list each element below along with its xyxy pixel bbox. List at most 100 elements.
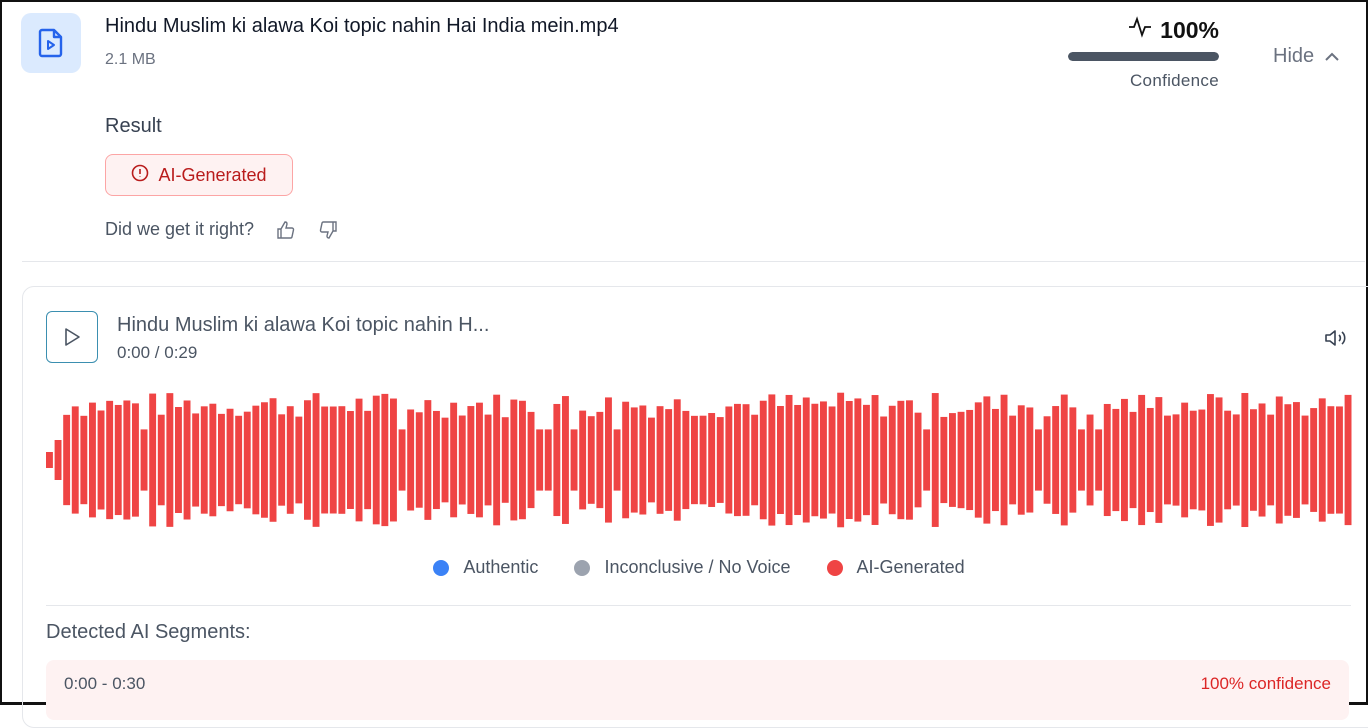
segments-heading: Detected AI Segments: — [46, 621, 251, 643]
waveform-bar — [1344, 394, 1352, 526]
track-title: Hindu Muslim ki alawa Koi topic nahin H.… — [117, 314, 490, 336]
waveform-bar — [519, 400, 526, 520]
waveform-bar — [1172, 414, 1180, 506]
segment-row[interactable]: 0:00 - 0:30 100% confidence — [46, 660, 1349, 720]
waveform-bar — [785, 394, 793, 526]
thumbs-up-button[interactable] — [276, 220, 296, 240]
waveform-bar — [347, 411, 354, 509]
waveform-bar — [364, 410, 372, 510]
waveform-bar — [828, 406, 836, 514]
waveform-bar — [605, 397, 612, 523]
waveform-bar — [1164, 415, 1171, 505]
waveform-bar — [1017, 405, 1025, 515]
play-button[interactable] — [46, 311, 98, 363]
waveform-bar — [820, 401, 827, 519]
waveform-bar — [226, 408, 234, 512]
waveform-bar — [433, 410, 440, 510]
waveform-bar — [940, 416, 948, 504]
waveform-bar — [759, 400, 767, 520]
waveform-bar — [200, 406, 208, 514]
waveform-bar — [312, 393, 320, 527]
confidence-label: Confidence — [1129, 71, 1219, 90]
waveform-bar — [261, 402, 268, 518]
waveform-bar — [235, 415, 243, 505]
waveform-bar — [648, 417, 655, 503]
waveform-bar — [630, 407, 638, 513]
waveform-bar — [1146, 407, 1154, 513]
waveform-bar — [269, 398, 277, 522]
confidence-bar-fill — [1068, 52, 1219, 61]
waveform-bar — [570, 429, 578, 491]
play-icon — [65, 328, 80, 346]
chevron-up-icon — [1324, 45, 1340, 68]
waveform-bar — [1336, 406, 1343, 514]
activity-icon — [1128, 16, 1152, 44]
legend-dot — [826, 559, 843, 576]
result-badge-label: AI-Generated — [158, 164, 267, 185]
thumbs-down-button[interactable] — [318, 220, 338, 240]
waveform-bar — [1189, 410, 1197, 510]
waveform-bar — [802, 397, 810, 523]
waveform-bar — [1000, 394, 1008, 526]
waveform-bar — [1275, 396, 1283, 524]
waveform-bar — [166, 393, 174, 527]
waveform-bar — [587, 416, 595, 504]
waveform-bar — [329, 406, 337, 514]
waveform-bar — [863, 404, 870, 516]
waveform-bar — [1250, 409, 1257, 511]
waveform-bar — [1052, 406, 1060, 514]
volume-icon — [1325, 330, 1346, 346]
waveform-bar — [286, 406, 294, 514]
waveform-bar — [1009, 415, 1017, 505]
waveform-bar — [854, 398, 862, 522]
waveform-bar — [897, 400, 905, 520]
waveform-bar — [493, 394, 501, 526]
volume-button[interactable] — [1324, 327, 1348, 354]
waveform-bar — [811, 403, 819, 517]
waveform-bar — [914, 412, 922, 508]
waveform-bar — [476, 402, 483, 518]
waveform-bar — [699, 415, 707, 505]
confidence-bar — [1068, 52, 1219, 61]
waveform-bar — [1069, 407, 1077, 513]
waveform-bar — [252, 405, 260, 515]
waveform-bar — [639, 405, 647, 515]
waveform-bar — [1241, 392, 1249, 528]
waveform-bar — [957, 411, 965, 509]
waveform-bar — [923, 429, 931, 491]
waveform-bar — [1310, 408, 1318, 512]
waveform-bar — [450, 402, 458, 518]
waveform-bar — [974, 402, 982, 518]
segment-range: 0:00 - 0:30 — [64, 674, 146, 693]
waveform-bar — [777, 405, 784, 515]
waveform-bar — [501, 417, 509, 503]
waveform-bar — [157, 414, 165, 506]
waveform-bar — [71, 406, 79, 514]
waveform-bar — [1207, 394, 1214, 526]
waveform-bar — [467, 406, 475, 514]
waveform[interactable] — [44, 388, 1354, 534]
waveform-bar — [114, 404, 122, 516]
thumbs-up-icon — [277, 220, 295, 239]
waveform-bar — [1181, 402, 1189, 518]
hide-toggle-button[interactable]: Hide — [1273, 45, 1340, 68]
waveform-bar — [132, 403, 139, 517]
legend-item-authentic: Authentic — [433, 557, 538, 578]
waveform-bar — [1232, 414, 1240, 506]
legend-item-inconclusive: Inconclusive / No Voice — [574, 557, 791, 578]
waveform-bar — [338, 406, 346, 514]
waveform-bar — [1060, 394, 1068, 526]
waveform-bar — [1224, 410, 1232, 510]
file-video-icon — [21, 13, 81, 73]
waveform-bar — [613, 429, 621, 491]
waveform-bar — [536, 429, 544, 491]
waveform-bar — [209, 403, 217, 517]
waveform-bar — [742, 404, 750, 516]
waveform-bar — [596, 411, 604, 509]
waveform-bar — [656, 406, 664, 514]
waveform-bar — [1095, 429, 1103, 491]
waveform-bar — [1293, 402, 1300, 518]
waveform-bar — [304, 400, 311, 520]
waveform-bar — [966, 409, 974, 511]
waveform-bar — [845, 400, 853, 520]
